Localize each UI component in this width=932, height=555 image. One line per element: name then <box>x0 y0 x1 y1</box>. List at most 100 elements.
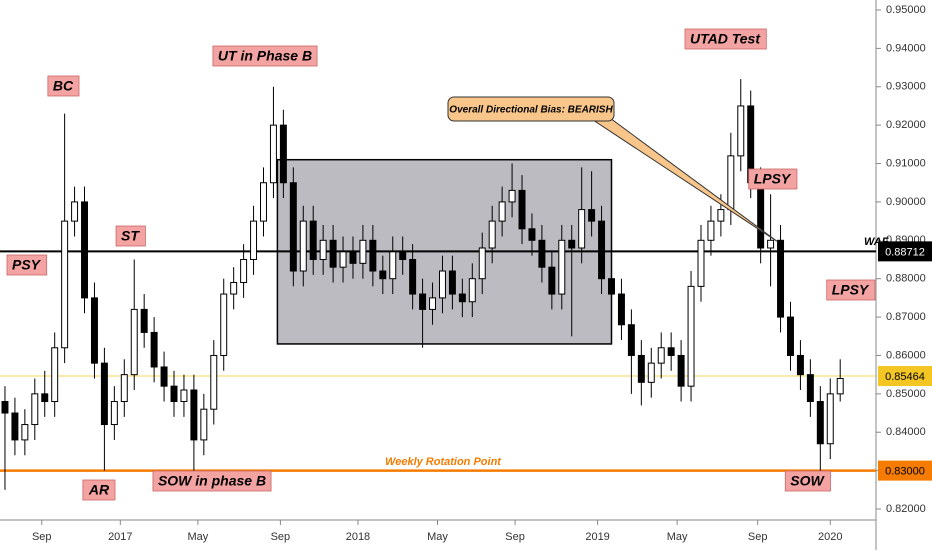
candle <box>677 340 685 402</box>
candle <box>190 374 198 475</box>
callout-text: Overall Directional Bias: BEARISH <box>449 105 613 116</box>
price-label-box <box>878 460 932 481</box>
candle <box>528 213 536 256</box>
candle-body <box>588 209 596 222</box>
candle-body <box>269 124 277 184</box>
candle <box>767 194 775 287</box>
candle-body <box>279 124 287 184</box>
candle-body <box>210 354 218 410</box>
annotation: UTAD Test <box>690 31 761 47</box>
candle <box>100 347 108 471</box>
candle-body <box>458 293 466 303</box>
candle <box>41 370 49 417</box>
candle <box>309 205 317 275</box>
candle-body <box>150 331 158 368</box>
candle <box>409 244 417 310</box>
candle-body <box>419 293 427 310</box>
candle <box>339 236 347 283</box>
candle-body <box>707 220 715 241</box>
candle <box>598 205 606 295</box>
candle <box>220 278 228 371</box>
candle <box>1 386 9 490</box>
candle <box>279 109 287 199</box>
candle-body <box>349 251 357 264</box>
candle-body <box>429 297 437 310</box>
candle-body <box>319 239 327 261</box>
candle <box>150 317 158 383</box>
candle-body <box>240 259 248 284</box>
candle-body <box>399 251 407 260</box>
candle-body <box>578 209 586 249</box>
candle-body <box>558 239 566 295</box>
candle-body <box>528 228 536 241</box>
candle-body <box>299 220 307 272</box>
candle-body <box>379 270 387 280</box>
candle-body <box>339 251 347 268</box>
candle <box>329 224 337 283</box>
candle-body <box>140 308 148 333</box>
price-label-box <box>878 241 932 262</box>
candle <box>399 236 407 275</box>
candle-body <box>71 201 79 222</box>
x-tick-label: 2017 <box>108 531 132 543</box>
y-tick-label: 0.93000 <box>886 81 926 93</box>
candle-body <box>717 209 725 222</box>
y-tick-label: 0.86000 <box>886 349 926 361</box>
candle-body <box>617 293 625 326</box>
candle <box>200 393 208 456</box>
candle-body <box>488 220 496 249</box>
x-tick-label: 2019 <box>585 531 609 543</box>
candle-body <box>657 347 665 364</box>
candle-body <box>637 354 645 383</box>
x-tick-label: Sep <box>271 531 291 543</box>
candle <box>548 251 556 310</box>
candle <box>488 205 496 264</box>
candle <box>389 236 397 295</box>
y-tick-label: 0.85000 <box>886 388 926 400</box>
candle <box>160 351 168 402</box>
y-tick-label: 0.90000 <box>886 196 926 208</box>
candle-body <box>438 270 446 299</box>
annotation-box <box>826 279 876 301</box>
candle-body <box>448 270 456 295</box>
candle-body <box>220 293 228 356</box>
candle-body <box>737 105 745 157</box>
candle-body <box>170 385 178 403</box>
candle <box>359 224 367 279</box>
annotation-box <box>784 470 831 492</box>
rotation-label: Weekly Rotation Point <box>385 456 502 468</box>
candle <box>518 175 526 245</box>
candle <box>349 236 357 279</box>
candle-body <box>508 189 516 203</box>
candle <box>140 294 148 348</box>
candle-body <box>826 393 834 445</box>
candle-body <box>568 239 576 249</box>
candle <box>120 359 128 417</box>
candle <box>90 282 98 379</box>
candle <box>737 79 745 172</box>
candle-body <box>816 401 824 445</box>
candle-body <box>548 266 556 295</box>
candle-body <box>260 182 267 222</box>
annotation-box <box>115 225 146 247</box>
x-tick-label: Sep <box>32 531 52 543</box>
candle-body <box>21 424 29 441</box>
candle <box>21 409 29 456</box>
candle-body <box>100 362 108 426</box>
x-tick-label: Sep <box>748 531 768 543</box>
annotation: UT in Phase B <box>218 48 312 64</box>
candle-body <box>757 182 765 249</box>
candle-body <box>130 308 138 376</box>
candle <box>558 224 566 310</box>
price-label: 0.83000 <box>885 466 925 478</box>
candle <box>806 359 814 417</box>
x-tick-label: Sep <box>505 531 525 543</box>
candle <box>81 186 88 314</box>
annotation: SOW <box>790 473 825 489</box>
candle-body <box>796 354 804 376</box>
candle-body <box>787 316 794 356</box>
y-tick-label: 0.87000 <box>886 311 926 323</box>
candle <box>836 359 844 402</box>
candle <box>826 378 834 460</box>
annotation: PSY <box>12 257 42 273</box>
